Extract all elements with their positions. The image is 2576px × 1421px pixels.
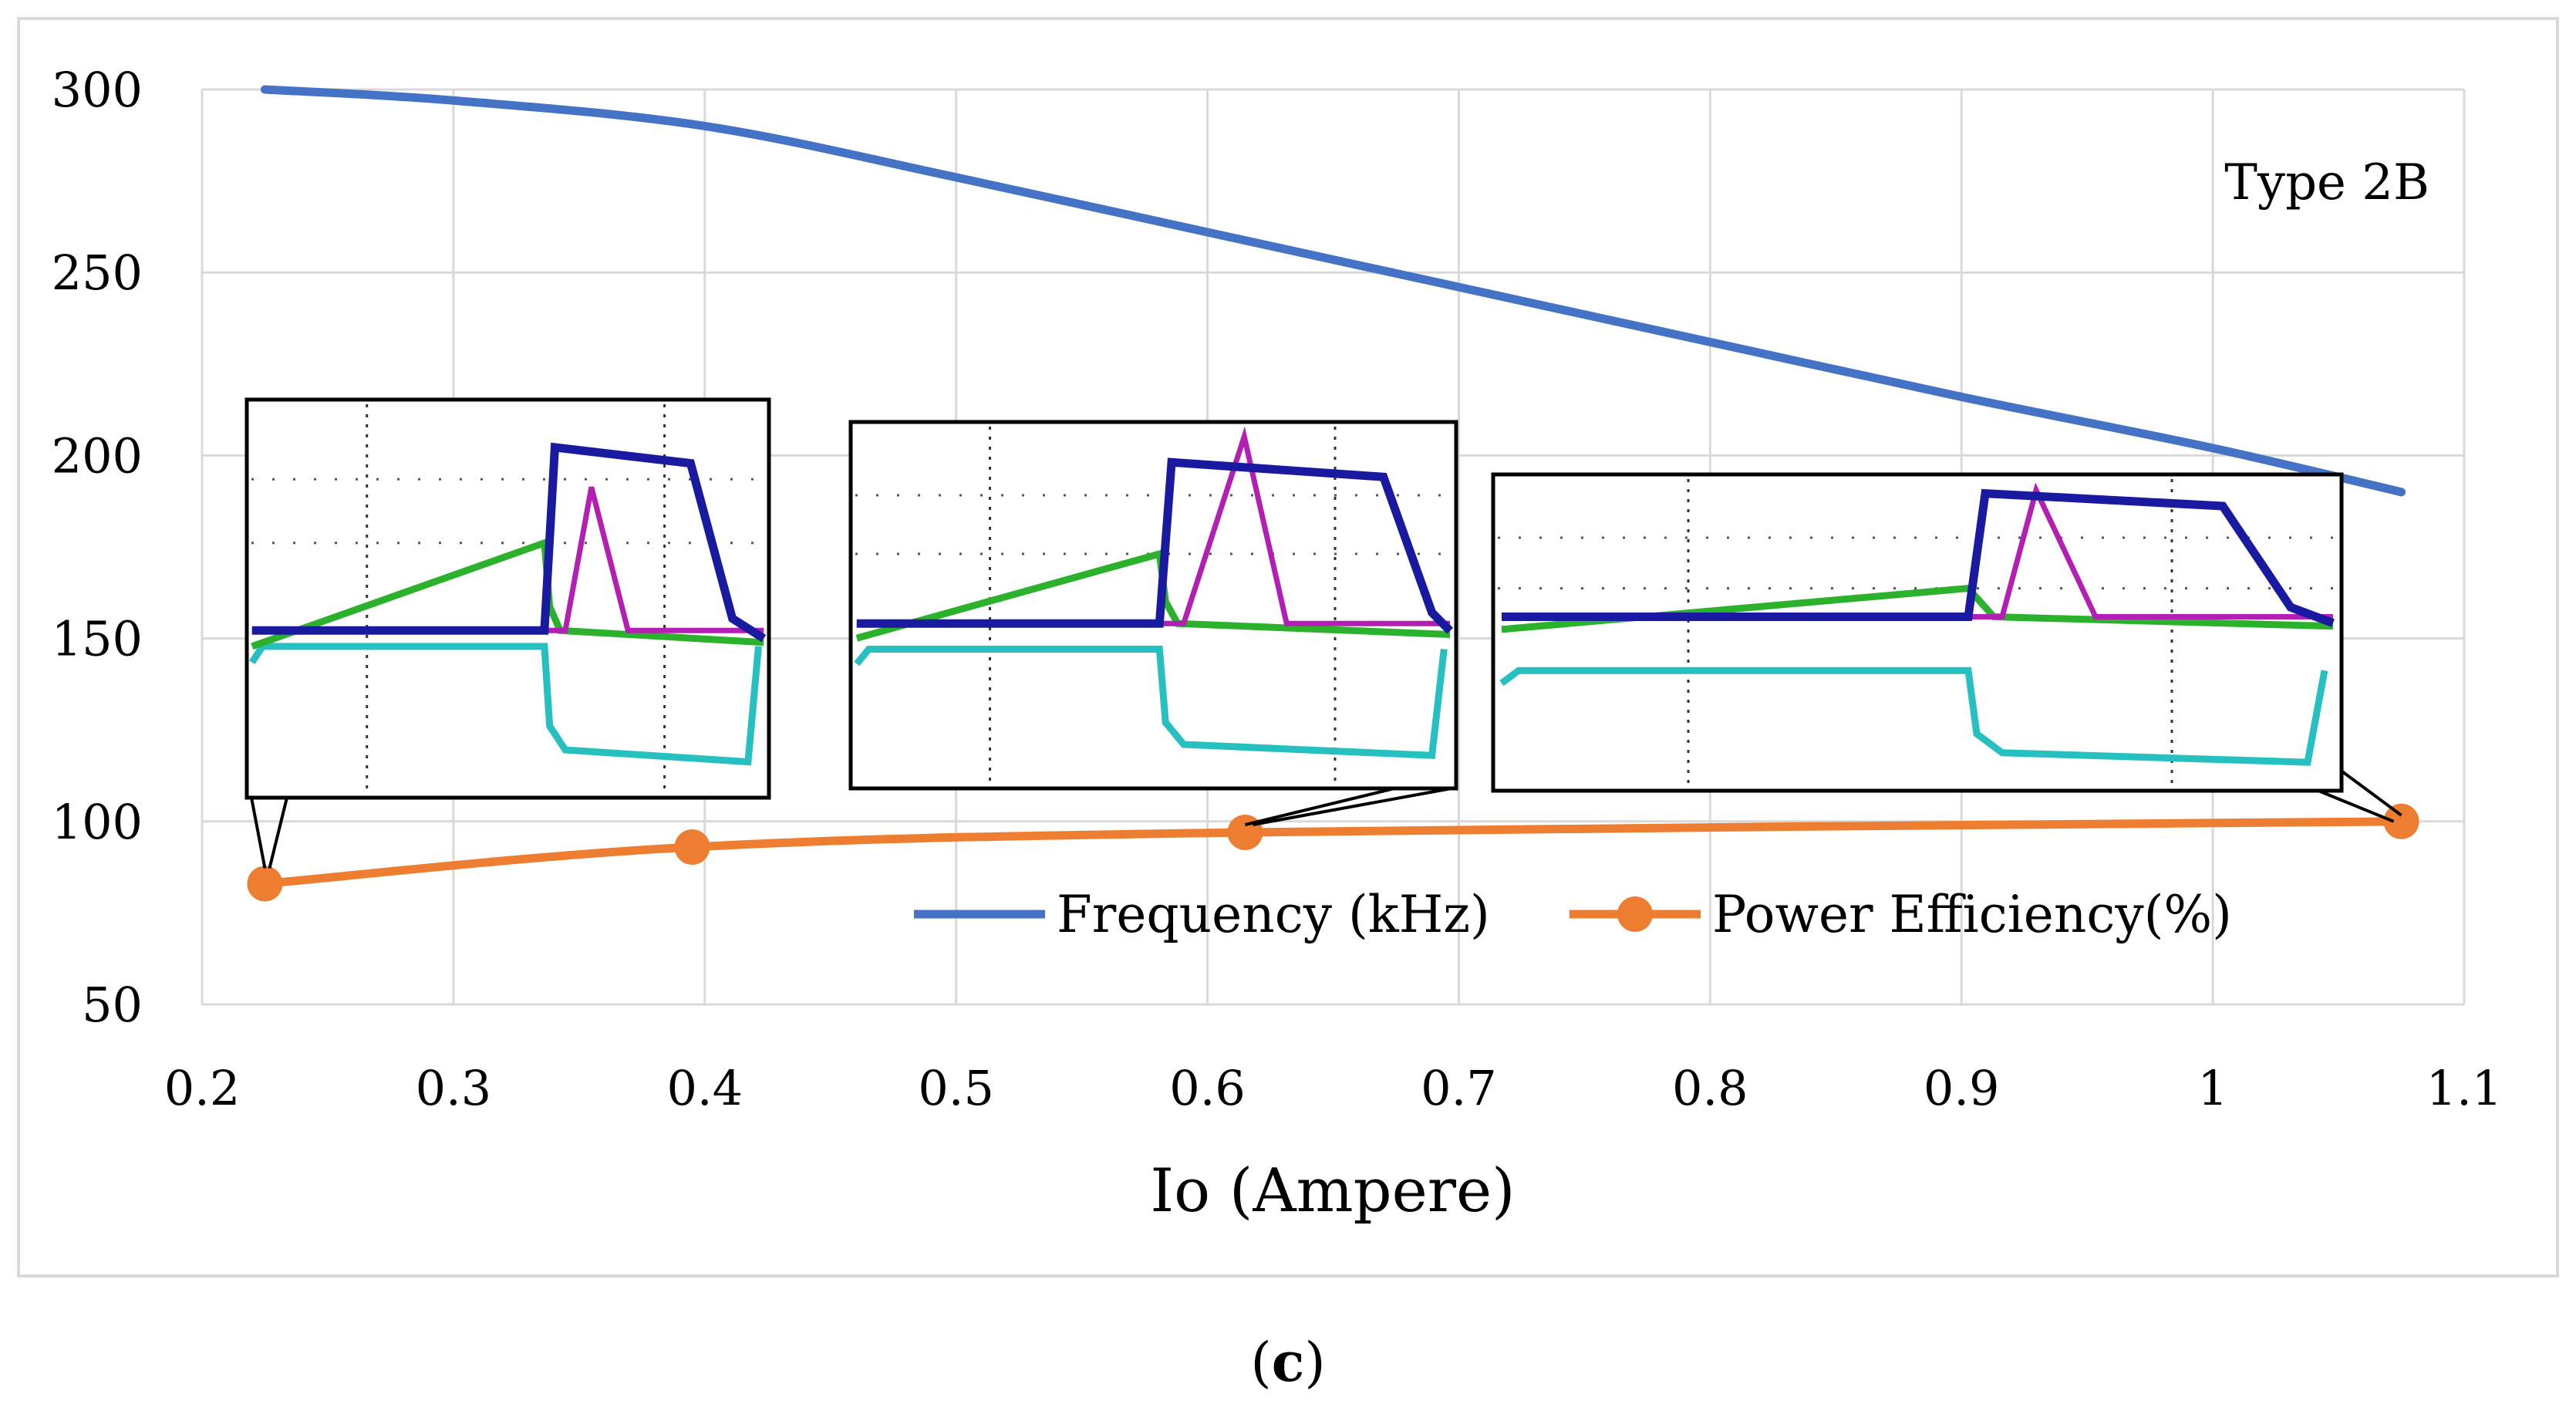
waveform-inset-3 [1491, 472, 2402, 823]
callout-line [2318, 789, 2395, 823]
inset-trace-green [855, 549, 1451, 642]
figure-caption: (c) [1250, 1330, 1325, 1394]
inset-trace-green [1501, 584, 2334, 633]
series-line-0 [260, 85, 2406, 497]
y-tick-label: 150 [52, 611, 143, 667]
y-tick-label: 200 [52, 427, 143, 484]
y-tick-label: 300 [52, 62, 143, 118]
data-point [247, 866, 283, 902]
legend-label: Power Efficiency(%) [1712, 885, 2232, 944]
legend-marker [1617, 896, 1653, 932]
x-tick-label: 1.1 [2426, 1060, 2503, 1116]
x-tick-label: 0.2 [164, 1060, 241, 1116]
callout-line [1244, 787, 1395, 826]
y-tick-label: 250 [52, 245, 143, 301]
data-point [2383, 803, 2419, 839]
series-line-1 [260, 817, 2406, 888]
insets-layer [244, 397, 2402, 869]
inset-trace-cyan [249, 643, 762, 766]
y-tick-label: 100 [52, 794, 143, 850]
data-point [674, 829, 710, 866]
x-axis-title: Io (Ampere) [1150, 1156, 1515, 1226]
inset-trace-blue [856, 457, 1454, 634]
inset-trace-blue [251, 442, 767, 643]
legend: Frequency (kHz) Power Efficiency(%) [914, 885, 2232, 944]
inset-frame [1491, 472, 2344, 793]
chart-annotation: Type 2B [2224, 154, 2429, 211]
x-tick-label: 0.4 [666, 1060, 743, 1116]
data-point [1227, 815, 1263, 851]
callout-line [2335, 766, 2402, 817]
waveform-inset-1 [244, 397, 771, 869]
x-tick-label: 0.3 [416, 1060, 492, 1116]
callout-line [268, 797, 288, 869]
callout-line [250, 797, 267, 869]
inset-trace-cyan [1499, 667, 2328, 766]
callout-line [1253, 787, 1452, 826]
x-tick-label: 0.8 [1672, 1060, 1748, 1116]
inset-trace-blue [1502, 488, 2335, 627]
inset-trace-cyan [854, 646, 1448, 759]
x-tick-label: 0.9 [1924, 1060, 2000, 1116]
inset-frame [848, 420, 1458, 791]
x-tick-label: 0.5 [918, 1060, 994, 1116]
y-tick-label: 50 [82, 977, 143, 1033]
legend-label: Frequency (kHz) [1057, 885, 1490, 944]
x-tick-label: 1 [2197, 1060, 2227, 1116]
x-tick-label: 0.6 [1169, 1060, 1246, 1116]
x-tick-label: 0.7 [1421, 1060, 1497, 1116]
waveform-inset-2 [848, 420, 1458, 826]
